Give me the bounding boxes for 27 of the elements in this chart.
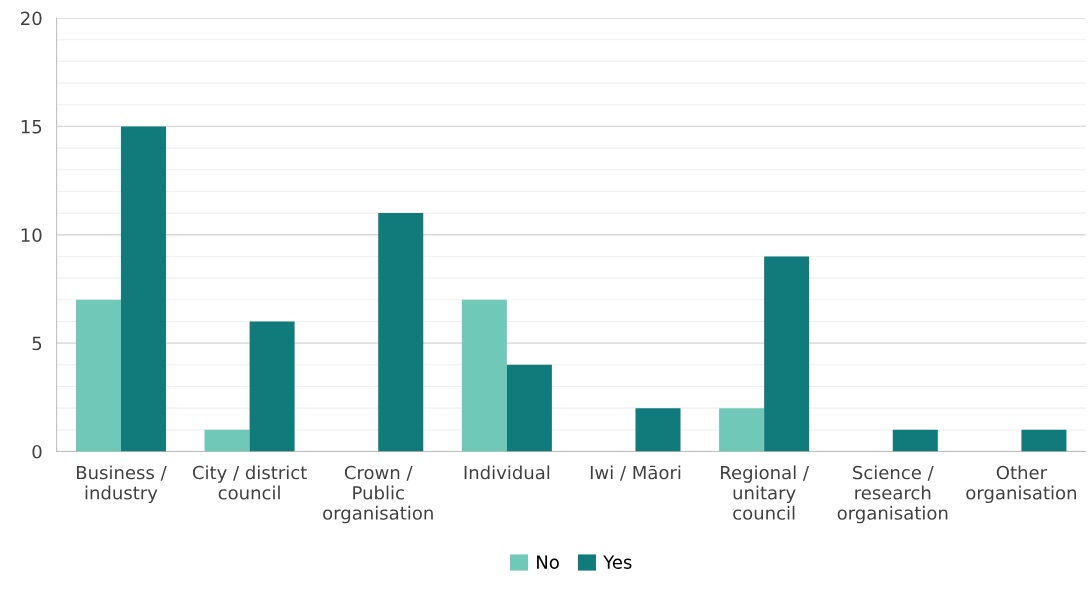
bar (506, 364, 552, 452)
bar (635, 408, 681, 452)
bar (719, 408, 765, 452)
bar (249, 321, 295, 452)
x-tick-label: Crown / Public organisation (323, 465, 433, 524)
y-tick-label: 10 (21, 228, 42, 242)
y-tick-label: 15 (21, 120, 42, 134)
bar (378, 213, 424, 452)
x-tick-label: Individual (464, 465, 550, 480)
bar (204, 429, 250, 452)
bar (120, 126, 166, 452)
bar (892, 429, 938, 452)
y-tick-label: 20 (21, 11, 42, 26)
bar (461, 299, 507, 452)
x-tick-label: City / district council (192, 465, 307, 500)
x-tick-label: Iwi / Māori (590, 465, 681, 481)
bar (1021, 429, 1067, 452)
x-tick-label: Business / industry (77, 465, 167, 504)
y-tick-label: 5 (32, 336, 42, 351)
bar (75, 299, 121, 452)
x-tick-label: Other organisation (966, 465, 1076, 504)
y-tick-label: 0 (32, 444, 42, 459)
x-tick-label: Regional / unitary council (721, 465, 809, 520)
bar (764, 256, 810, 452)
x-tick-label: Science / research organisation (837, 465, 948, 524)
legend-label: Yes (603, 555, 632, 569)
legend-label: No (537, 555, 559, 569)
